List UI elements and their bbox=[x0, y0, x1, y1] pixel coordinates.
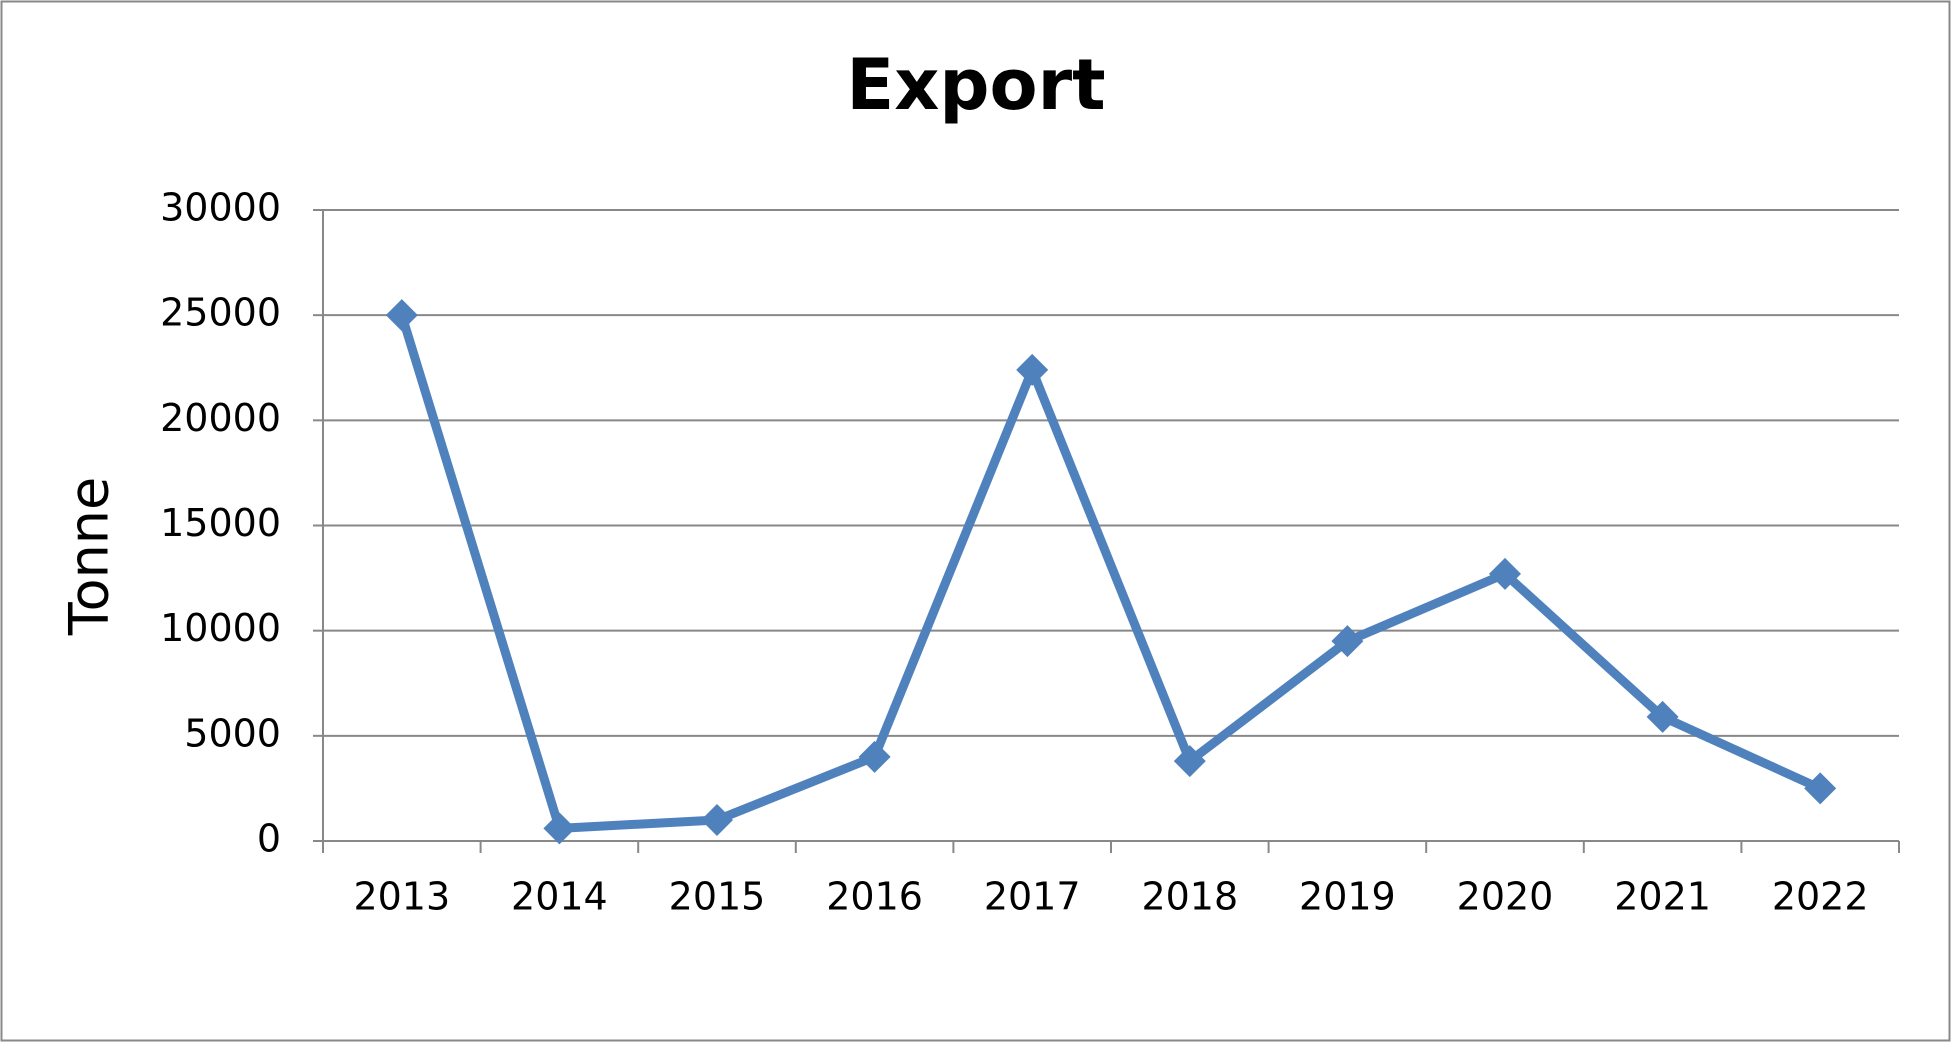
x-tick-label: 2021 bbox=[1614, 875, 1711, 919]
chart-title: Export bbox=[846, 44, 1105, 126]
data-marker bbox=[1016, 353, 1049, 386]
y-tick-label: 10000 bbox=[160, 606, 281, 650]
data-marker bbox=[1646, 700, 1679, 733]
data-line bbox=[397, 313, 1823, 833]
x-tick-label: 2017 bbox=[984, 875, 1081, 919]
data-marker bbox=[1489, 557, 1521, 590]
x-tick-label: 2016 bbox=[826, 875, 923, 919]
x-tick-label: 2022 bbox=[1772, 875, 1869, 919]
data-marker bbox=[701, 803, 733, 836]
x-tick-label: 2013 bbox=[353, 875, 450, 919]
y-tick-label: 20000 bbox=[160, 396, 281, 440]
data-marker bbox=[1331, 625, 1364, 658]
data-marker bbox=[1804, 772, 1837, 805]
x-tick-label: 2014 bbox=[511, 875, 608, 919]
data-marker bbox=[543, 812, 576, 845]
y-tick-label: 0 bbox=[257, 817, 281, 861]
x-tick-label: 2020 bbox=[1457, 875, 1554, 919]
x-tick-label: 2015 bbox=[669, 875, 766, 919]
y-tick-label: 5000 bbox=[184, 711, 281, 755]
y-axis-label: Tonne bbox=[58, 477, 121, 637]
y-tick-label: 25000 bbox=[160, 291, 281, 335]
x-tick-label: 2019 bbox=[1299, 875, 1396, 919]
y-tick-label: 30000 bbox=[160, 186, 281, 230]
data-marker bbox=[385, 299, 418, 332]
y-tick-label: 15000 bbox=[160, 501, 281, 545]
x-tick-label: 2018 bbox=[1141, 875, 1238, 919]
data-marker bbox=[858, 740, 891, 773]
data-marker bbox=[1173, 745, 1206, 778]
